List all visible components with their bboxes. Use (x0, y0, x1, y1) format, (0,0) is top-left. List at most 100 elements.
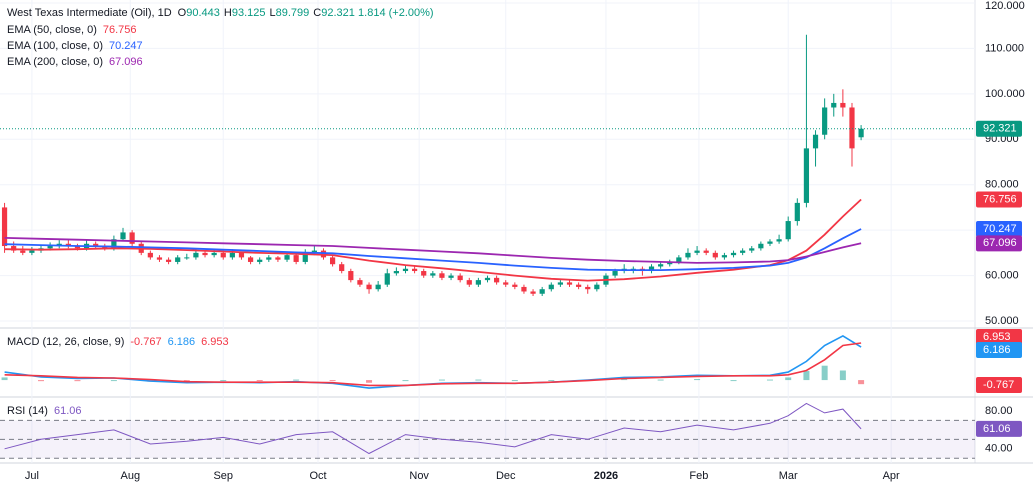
price-badge (976, 221, 1022, 238)
macd-histogram-bar (38, 380, 45, 382)
candle-body (457, 275, 463, 281)
legend-row: EMA (50, close, 0) 76.756 (7, 24, 137, 36)
macd-histogram-bar (511, 380, 518, 382)
macd-histogram-bar (657, 379, 664, 381)
legend-text: EMA (100, close, 0) (7, 40, 103, 52)
legend-text: 61.06 (54, 405, 82, 417)
legend-row: RSI (14) 61.06 (7, 405, 82, 417)
macd-histogram-bar (694, 379, 701, 381)
candle-body (311, 250, 317, 253)
candle-body (156, 257, 163, 260)
legend-text: 1.814 (+2.00%) (358, 7, 434, 19)
legend-row: EMA (100, close, 0) 70.247 (7, 40, 143, 52)
candle-body (539, 289, 545, 294)
legend-text: MACD (12, 26, close, 9) (7, 336, 124, 348)
macd-histogram-bar (548, 380, 555, 382)
price-badge (976, 420, 1022, 437)
price-badge-label: 92.321 (983, 123, 1017, 135)
candle-body (648, 266, 655, 272)
macd-histogram-bar (858, 380, 865, 385)
candle-body (749, 248, 755, 251)
candle-body (175, 257, 181, 262)
legend-text: 6.186 (168, 336, 196, 348)
candle-body (211, 252, 217, 256)
candle-body (111, 239, 117, 249)
candle-body (849, 107, 855, 149)
y-tick-label: 50.000 (985, 315, 1019, 327)
candle-body (530, 291, 536, 294)
legend-text: -0.767 (130, 336, 161, 348)
legend-text: RSI (14) (7, 405, 48, 417)
candle-body (74, 246, 81, 249)
x-tick-label: Aug (121, 470, 141, 482)
candle-body (20, 250, 26, 253)
price-badge-label: 76.756 (983, 193, 1017, 205)
candle-body (302, 252, 308, 262)
legend-row: EMA (200, close, 0) 67.096 (7, 56, 143, 68)
candle-body (858, 128, 864, 138)
candle-body (840, 102, 846, 108)
macd-histogram-bar (766, 379, 773, 381)
x-tick-label: Nov (409, 470, 429, 482)
candle-body (184, 257, 190, 259)
macd-histogram-bar (256, 380, 263, 382)
candle-body (1, 207, 8, 247)
candle-body (229, 252, 235, 258)
macd-line (4, 342, 862, 387)
candle-body (120, 232, 126, 240)
candle-body (812, 134, 819, 149)
macd-histogram-bar (220, 380, 227, 382)
candle-body (430, 273, 436, 276)
candle-body (220, 252, 226, 258)
candle-body (685, 252, 691, 258)
macd-histogram-bar (74, 380, 81, 382)
y-tick-label: 100.000 (985, 88, 1025, 100)
candle-body (93, 243, 99, 247)
legend-text: 6.953 (201, 336, 229, 348)
price-badge (976, 342, 1022, 358)
macd-histogram-bar (293, 379, 300, 381)
price-badge-label: 61.06 (983, 423, 1011, 435)
price-badge-label: 70.247 (983, 223, 1017, 235)
legend-text: L (269, 7, 275, 19)
macd-histogram-bar (366, 380, 373, 383)
candle-body (667, 261, 673, 265)
legend-text: West Texas Intermediate (Oil), 1D (7, 7, 172, 19)
macd-histogram-bar (839, 370, 846, 381)
legend-text: 76.756 (103, 24, 137, 36)
legend-text: 89.799 (276, 7, 310, 19)
price-badge-label: -0.767 (983, 379, 1014, 391)
y-tick-label: 80.000 (985, 179, 1019, 191)
candle-body (193, 252, 199, 258)
macd-histogram-bar (438, 379, 445, 381)
candle-body (402, 268, 409, 272)
price-badge (976, 377, 1022, 393)
candle-body (384, 273, 390, 285)
candle-body (329, 257, 336, 265)
legend-text: 90.443 (186, 7, 220, 19)
candle-body (512, 284, 518, 287)
candle-body (548, 284, 554, 290)
rsi-tick-label: 40.00 (985, 443, 1013, 455)
macd-histogram-bar (183, 380, 190, 382)
candle-body (503, 282, 509, 285)
candle-body (238, 252, 245, 258)
x-tick-label: 2026 (594, 470, 618, 482)
candle-body (475, 280, 481, 285)
rsi-line (4, 402, 862, 455)
macd-histogram-bar (821, 365, 828, 381)
candle-body (612, 271, 618, 276)
candle-body (831, 102, 837, 108)
candle-body (676, 257, 682, 262)
candle-body (357, 280, 363, 285)
x-tick-label: Dec (496, 470, 516, 482)
macd-histogram-bar (329, 380, 336, 382)
price-badge-label: 6.953 (983, 331, 1011, 343)
x-tick-label: Mar (779, 470, 798, 482)
candle-body (794, 202, 800, 222)
price-badge (976, 120, 1022, 137)
candle-body (721, 255, 728, 258)
candle-body (439, 273, 445, 278)
candle-body (694, 250, 700, 253)
